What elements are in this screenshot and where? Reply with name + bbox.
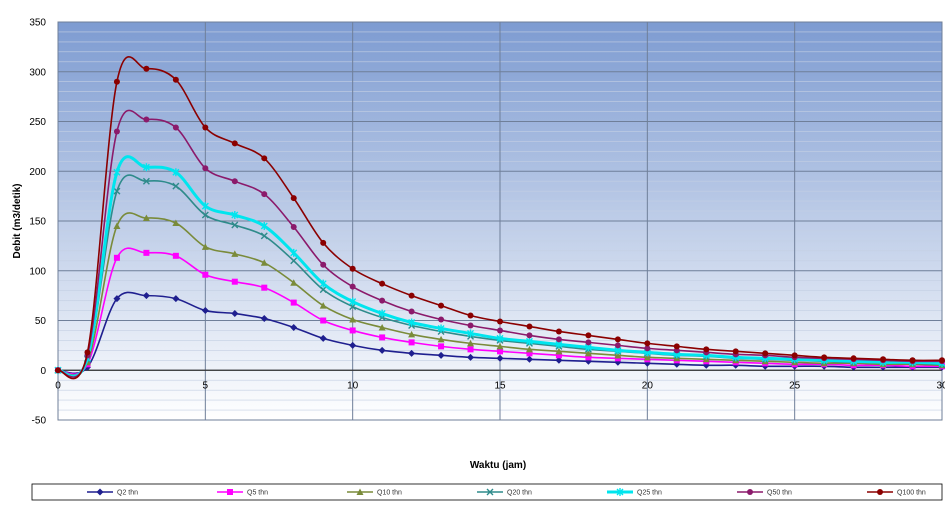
- legend-label: Q25 thn: [637, 490, 662, 497]
- data-point: [261, 285, 267, 291]
- data-point: [232, 140, 238, 146]
- data-point: [910, 357, 916, 363]
- legend-label: Q20 thn: [507, 490, 532, 497]
- data-point: [556, 336, 562, 342]
- x-axis-title: Waktu (jam): [470, 460, 526, 471]
- data-point: [173, 253, 179, 259]
- y-tick-label: 350: [29, 18, 46, 29]
- legend-label: Q50 thn: [767, 490, 792, 497]
- legend-marker: [227, 489, 233, 495]
- data-point: [615, 342, 621, 348]
- data-point: [202, 165, 208, 171]
- data-point: [84, 349, 90, 355]
- data-point: [409, 309, 415, 315]
- data-point: [733, 348, 739, 354]
- data-point: [320, 240, 326, 246]
- data-point: [792, 352, 798, 358]
- y-tick-label: 150: [29, 217, 46, 228]
- x-tick-label: 20: [642, 380, 654, 391]
- data-point: [585, 339, 591, 345]
- data-point: [438, 343, 444, 349]
- data-point: [379, 298, 385, 304]
- x-tick-label: 30: [936, 380, 945, 391]
- x-tick-label: 25: [789, 380, 801, 391]
- data-point: [497, 318, 503, 324]
- data-point: [350, 284, 356, 290]
- data-point: [350, 327, 356, 333]
- y-tick-label: 50: [35, 316, 47, 327]
- legend-marker: [747, 489, 753, 495]
- x-tick-label: 0: [55, 380, 61, 391]
- data-point: [556, 328, 562, 334]
- data-point: [409, 339, 415, 345]
- data-point: [497, 327, 503, 333]
- y-tick-label: -50: [32, 416, 47, 427]
- data-point: [232, 178, 238, 184]
- data-point: [143, 250, 149, 256]
- data-point: [468, 313, 474, 319]
- data-point: [114, 79, 120, 85]
- x-tick-label: 5: [203, 380, 209, 391]
- y-tick-label: 300: [29, 67, 46, 78]
- data-point: [232, 279, 238, 285]
- data-point: [291, 195, 297, 201]
- data-point: [379, 334, 385, 340]
- data-point: [585, 332, 591, 338]
- data-point: [291, 300, 297, 306]
- data-point: [55, 367, 61, 373]
- y-tick-label: 200: [29, 167, 46, 178]
- legend-label: Q100 thn: [897, 490, 926, 497]
- data-point: [114, 255, 120, 261]
- data-point: [291, 224, 297, 230]
- data-point: [468, 322, 474, 328]
- data-point: [438, 317, 444, 323]
- data-point: [202, 272, 208, 278]
- data-point: [143, 117, 149, 123]
- legend-label: Q10 thn: [377, 490, 402, 497]
- data-point: [320, 262, 326, 268]
- data-point: [438, 303, 444, 309]
- data-point: [173, 124, 179, 130]
- data-point: [468, 346, 474, 352]
- data-point: [644, 340, 650, 346]
- data-point: [409, 293, 415, 299]
- x-tick-label: 15: [494, 380, 506, 391]
- data-point: [261, 155, 267, 161]
- data-point: [880, 356, 886, 362]
- legend-label: Q2 thn: [117, 490, 138, 497]
- data-point: [851, 355, 857, 361]
- data-point: [143, 66, 149, 72]
- y-tick-label: 0: [40, 366, 46, 377]
- y-tick-label: 100: [29, 266, 46, 277]
- data-point: [202, 124, 208, 130]
- data-point: [526, 323, 532, 329]
- legend-marker: [877, 489, 883, 495]
- data-point: [379, 281, 385, 287]
- x-tick-label: 10: [347, 380, 359, 391]
- y-tick-label: 250: [29, 117, 46, 128]
- data-point: [350, 266, 356, 272]
- data-point: [173, 77, 179, 83]
- y-axis-title: Debit (m3/detik): [12, 183, 23, 258]
- data-point: [821, 354, 827, 360]
- data-point: [114, 128, 120, 134]
- data-point: [615, 336, 621, 342]
- data-point: [261, 191, 267, 197]
- data-point: [320, 318, 326, 324]
- data-point: [939, 357, 945, 363]
- data-point: [703, 346, 709, 352]
- data-point: [762, 350, 768, 356]
- legend-label: Q5 thn: [247, 490, 268, 497]
- data-point: [674, 343, 680, 349]
- data-point: [526, 332, 532, 338]
